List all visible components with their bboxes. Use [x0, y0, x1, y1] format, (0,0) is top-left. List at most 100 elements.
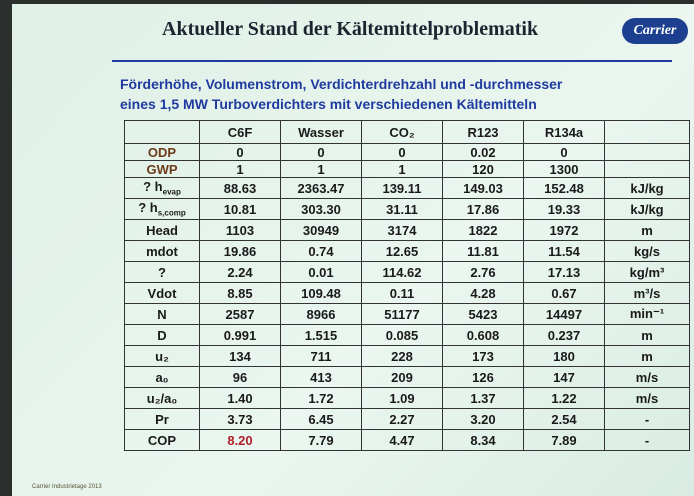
cell: 8966	[281, 304, 362, 325]
cell: 209	[362, 367, 443, 388]
row-label-text: D	[157, 328, 166, 343]
row-label-text: ? h	[138, 200, 158, 215]
cell: 0.085	[362, 325, 443, 346]
cell: 0.608	[443, 325, 524, 346]
cell: 0.67	[524, 283, 605, 304]
cell: 0.01	[281, 262, 362, 283]
row-label: Pr	[125, 409, 200, 430]
cell: 10.81	[200, 199, 281, 220]
cell: 1103	[200, 220, 281, 241]
unit	[605, 144, 690, 161]
cell: 5423	[443, 304, 524, 325]
subtitle: Förderhöhe, Volumenstrom, Verdichterdreh…	[120, 76, 562, 92]
cell: 1.22	[524, 388, 605, 409]
cell: 17.86	[443, 199, 524, 220]
cell: 19.86	[200, 241, 281, 262]
slide: Aktueller Stand der Kältemittelproblemat…	[12, 4, 694, 496]
unit: -	[605, 430, 690, 451]
cell: 2.24	[200, 262, 281, 283]
cell: 126	[443, 367, 524, 388]
cell: 11.54	[524, 241, 605, 262]
cell: 2587	[200, 304, 281, 325]
cell: 4.47	[362, 430, 443, 451]
cell: 303.30	[281, 199, 362, 220]
row-label: a₀	[125, 367, 200, 388]
cell: 0.74	[281, 241, 362, 262]
row-label: GWP	[125, 161, 200, 178]
cell: 1822	[443, 220, 524, 241]
cell: 3.20	[443, 409, 524, 430]
cell: 152.48	[524, 178, 605, 199]
row-label: u₂/a₀	[125, 388, 200, 409]
cell: 173	[443, 346, 524, 367]
row-label: u₂	[125, 346, 200, 367]
cell: 0.02	[443, 144, 524, 161]
cell: 19.33	[524, 199, 605, 220]
cell: 149.03	[443, 178, 524, 199]
cell: 1	[362, 161, 443, 178]
cell: 413	[281, 367, 362, 388]
cell: 228	[362, 346, 443, 367]
row-label-sub: evap	[163, 188, 181, 197]
row-label: mdot	[125, 241, 200, 262]
cell: 1	[200, 161, 281, 178]
cell: 8.85	[200, 283, 281, 304]
unit: -	[605, 409, 690, 430]
cell: 3174	[362, 220, 443, 241]
row-label: ODP	[125, 144, 200, 161]
unit	[605, 161, 690, 178]
cell: 2.76	[443, 262, 524, 283]
cell: 1.40	[200, 388, 281, 409]
row-label: D	[125, 325, 200, 346]
cell: 0.237	[524, 325, 605, 346]
unit: kg/m³	[605, 262, 690, 283]
row-label-text: mdot	[146, 244, 178, 259]
unit: m³/s	[605, 283, 690, 304]
subtitle: eines 1,5 MW Turboverdichters mit versch…	[120, 96, 537, 112]
column-header: R134a	[524, 121, 605, 144]
unit: m	[605, 325, 690, 346]
cell: 12.65	[362, 241, 443, 262]
cell: 2.54	[524, 409, 605, 430]
row-label-text: ODP	[148, 145, 176, 160]
cell: 11.81	[443, 241, 524, 262]
row-label: ? hs,comp	[125, 199, 200, 220]
cell: 1.515	[281, 325, 362, 346]
cell: 6.45	[281, 409, 362, 430]
unit: min⁻¹	[605, 304, 690, 325]
cell: 7.89	[524, 430, 605, 451]
row-label-text: u₂	[155, 349, 169, 364]
row-label-text: Head	[146, 223, 178, 238]
cell: 139.11	[362, 178, 443, 199]
cell: 17.13	[524, 262, 605, 283]
cell: 0	[281, 144, 362, 161]
cell: 1972	[524, 220, 605, 241]
cell: 1.72	[281, 388, 362, 409]
cell: 120	[443, 161, 524, 178]
cell: 7.79	[281, 430, 362, 451]
footer: Carrier Industrietage 2013	[32, 484, 102, 490]
cell: 31.11	[362, 199, 443, 220]
cell: 1300	[524, 161, 605, 178]
row-label-text: ? h	[143, 179, 163, 194]
cell: 134	[200, 346, 281, 367]
cell: 1.37	[443, 388, 524, 409]
unit: m	[605, 220, 690, 241]
logo: Carrier	[622, 18, 688, 44]
cell: 1.09	[362, 388, 443, 409]
row-label-text: Pr	[155, 412, 169, 427]
row-label-text: Vdot	[148, 286, 177, 301]
unit: kg/s	[605, 241, 690, 262]
row-label-sub: s,comp	[158, 209, 186, 218]
column-header: Wasser	[281, 121, 362, 144]
row-label: N	[125, 304, 200, 325]
